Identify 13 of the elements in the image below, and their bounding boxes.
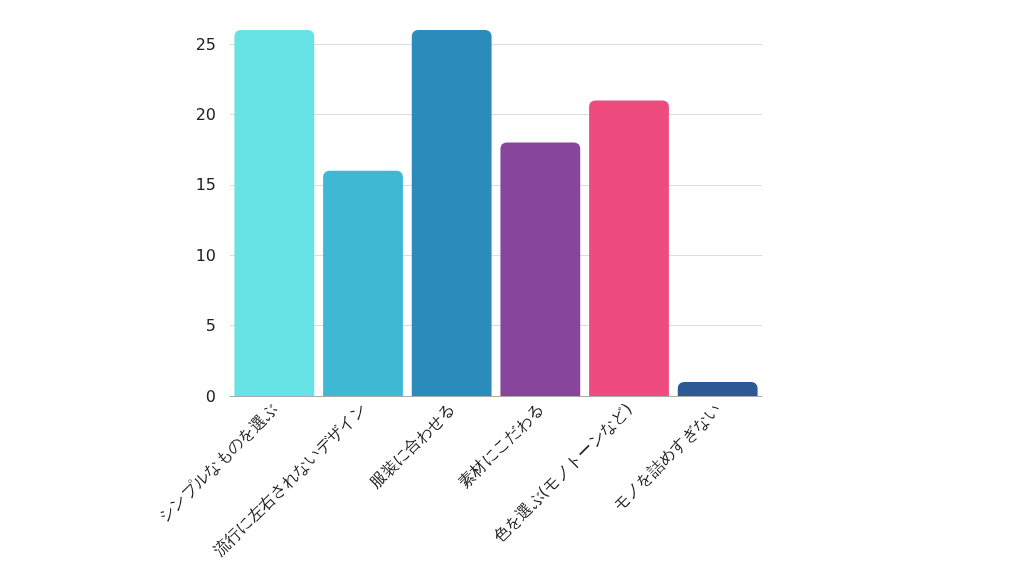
y-tick-label: 15	[195, 175, 216, 195]
bar	[589, 100, 669, 396]
bar	[677, 381, 758, 396]
y-tick-label: 5	[205, 316, 216, 336]
bar	[234, 30, 315, 396]
x-tick-label: 服装に合わせる	[365, 399, 459, 492]
y-tick-label: 10	[195, 245, 216, 265]
y-tick-label: 20	[195, 104, 216, 124]
bar	[500, 142, 581, 396]
y-tick-label: 25	[195, 34, 216, 54]
bar	[411, 30, 492, 396]
y-tick-label: 0	[205, 386, 216, 406]
bar	[323, 170, 403, 396]
